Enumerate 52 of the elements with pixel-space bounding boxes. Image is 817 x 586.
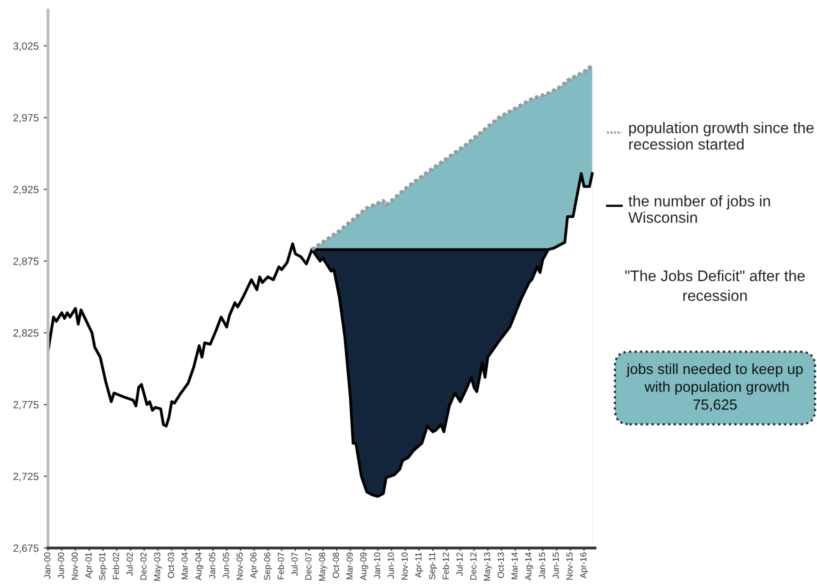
x-tick-label: Jan-05 [209, 552, 216, 579]
x-tick-label: Mar-14 [512, 552, 518, 580]
y-tick-label: 2,925 [13, 186, 39, 194]
x-tick-label: Apr-16 [580, 552, 588, 578]
x-tick-label: Jul-12 [456, 552, 463, 576]
legend-label: population growth since the recession started [629, 122, 814, 150]
y-tick-label: 2,975 [13, 114, 39, 123]
x-tick-label: Aug-04 [195, 552, 204, 580]
y-tick-label: 2,875 [13, 258, 39, 266]
text: "The Jobs Deficit" after the recession [625, 270, 805, 301]
x-tick-label: May-08 [319, 552, 327, 581]
legend-label: the number of jobs in Wisconsin [628, 195, 770, 223]
x-tick-label: Apr-06 [250, 552, 258, 578]
x-tick-label: Sep-06 [264, 552, 272, 580]
y-tick-label: 2,775 [13, 401, 39, 410]
x-tick-label: Jun-05 [222, 552, 230, 579]
x-tick-label: Nov-15 [566, 552, 573, 580]
x-tick-label: Dec-07 [305, 552, 312, 580]
y-tick-label: 2,725 [13, 472, 39, 482]
x-tick-label: May-13 [484, 552, 492, 581]
x-tick-label: Aug-14 [525, 552, 534, 580]
x-tick-label: Jun-10 [388, 552, 394, 579]
x-tick-label: Apr-01 [85, 552, 94, 578]
x-tick-label: Aug-09 [360, 552, 368, 580]
x-tick-label: Sep-01 [99, 552, 108, 580]
x-tick-label: Mar-09 [346, 552, 353, 580]
y-tick-label: 2,675 [13, 544, 39, 554]
x-tick-label: Jan-15 [539, 552, 546, 579]
x-tick-label: Sep-11 [428, 552, 437, 580]
x-tick-label: May-03 [154, 552, 162, 581]
x-tick-label: Oct-03 [168, 552, 174, 578]
x-tick-label: Nov-00 [72, 552, 78, 580]
x-tick-label: Jan-00 [44, 552, 50, 579]
x-tick-label: Nov-05 [236, 552, 243, 580]
x-tick-label: Dec-12 [470, 552, 476, 580]
x-tick-label: Apr-11 [415, 552, 424, 578]
x-tick-label: Feb-12 [442, 552, 449, 580]
x-tick-label: Nov-10 [401, 552, 408, 580]
x-tick-label: Dec-02 [140, 552, 147, 580]
x-tick-label: Feb-02 [112, 552, 120, 580]
x-tick-label: Mar-04 [182, 552, 188, 580]
x-tick-label: Oct-08 [332, 552, 339, 578]
x-tick-label: Jan-10 [374, 552, 380, 579]
x-tick-label: Oct-13 [498, 552, 504, 578]
x-tick-label: Jun-00 [58, 552, 64, 579]
x-tick-label: Jul-07 [291, 552, 298, 576]
text: jobs still needed to keep up with population growth 75,625 [626, 363, 803, 412]
x-tick-label: Jul-02 [126, 552, 133, 576]
y-tick-label: 2,825 [13, 329, 39, 338]
x-tick-label: Jun-15 [552, 552, 559, 579]
x-tick-label: Feb-07 [278, 552, 284, 580]
y-tick-label: 3,025 [13, 42, 39, 51]
